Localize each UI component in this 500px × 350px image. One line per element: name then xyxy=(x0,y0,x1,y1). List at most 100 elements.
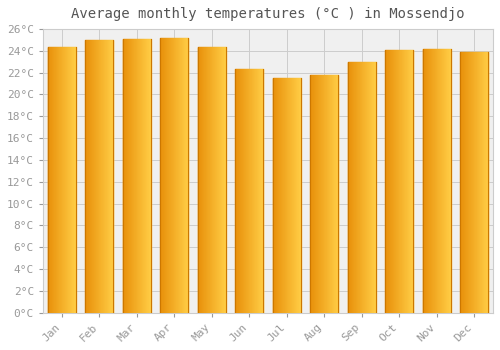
Bar xyxy=(474,52,475,313)
Bar xyxy=(112,40,114,313)
Bar xyxy=(319,75,320,313)
Bar xyxy=(314,75,316,313)
Bar xyxy=(187,38,188,313)
Bar xyxy=(125,39,126,313)
Bar xyxy=(389,50,390,313)
Bar xyxy=(316,75,317,313)
Bar xyxy=(407,50,408,313)
Bar xyxy=(408,50,409,313)
Bar xyxy=(90,40,91,313)
Bar xyxy=(239,69,240,313)
Bar xyxy=(163,38,164,313)
Bar xyxy=(94,40,96,313)
Bar xyxy=(468,52,469,313)
Bar xyxy=(355,62,356,313)
Bar xyxy=(202,47,203,313)
Bar xyxy=(247,69,248,313)
Bar xyxy=(91,40,92,313)
Bar xyxy=(427,49,428,313)
Bar xyxy=(262,69,263,313)
Bar xyxy=(431,49,432,313)
Bar xyxy=(65,47,66,313)
Bar xyxy=(460,52,461,313)
Bar xyxy=(396,50,397,313)
Bar xyxy=(100,40,101,313)
Bar xyxy=(411,50,412,313)
Bar xyxy=(182,38,183,313)
Bar xyxy=(367,62,368,313)
Bar xyxy=(51,47,52,313)
Bar xyxy=(52,47,54,313)
Bar xyxy=(127,39,128,313)
Bar xyxy=(349,62,350,313)
Bar xyxy=(73,47,74,313)
Bar xyxy=(201,47,202,313)
Bar xyxy=(243,69,244,313)
Bar xyxy=(436,49,437,313)
Bar xyxy=(251,69,252,313)
Bar xyxy=(466,52,467,313)
Bar xyxy=(283,78,284,313)
Bar xyxy=(253,69,254,313)
Bar xyxy=(295,78,296,313)
Bar xyxy=(205,47,206,313)
Bar xyxy=(318,75,319,313)
Bar xyxy=(276,78,277,313)
Bar xyxy=(130,39,131,313)
Bar xyxy=(132,39,133,313)
Bar xyxy=(444,49,445,313)
Bar xyxy=(102,40,103,313)
Bar xyxy=(324,75,325,313)
Bar xyxy=(366,62,367,313)
Bar xyxy=(72,47,73,313)
Bar xyxy=(248,69,250,313)
Bar xyxy=(55,47,56,313)
Bar xyxy=(409,50,410,313)
Bar xyxy=(446,49,447,313)
Bar xyxy=(282,78,283,313)
Bar xyxy=(425,49,426,313)
Bar xyxy=(471,52,472,313)
Bar xyxy=(142,39,143,313)
Bar xyxy=(461,52,462,313)
Bar xyxy=(167,38,168,313)
Bar xyxy=(430,49,431,313)
Bar xyxy=(437,49,438,313)
Bar xyxy=(445,49,446,313)
Bar xyxy=(272,78,274,313)
Bar xyxy=(482,52,484,313)
Bar xyxy=(238,69,239,313)
Bar xyxy=(472,52,473,313)
Bar xyxy=(370,62,371,313)
Bar xyxy=(432,49,433,313)
Bar xyxy=(413,50,414,313)
Bar xyxy=(75,47,76,313)
Bar xyxy=(145,39,146,313)
Bar xyxy=(200,47,201,313)
Bar xyxy=(300,78,301,313)
Bar xyxy=(140,39,141,313)
Bar xyxy=(224,47,226,313)
Bar xyxy=(322,75,323,313)
Bar xyxy=(290,78,292,313)
Bar xyxy=(87,40,88,313)
Bar xyxy=(221,47,222,313)
Bar xyxy=(359,62,360,313)
Bar xyxy=(429,49,430,313)
Bar xyxy=(138,39,139,313)
Bar xyxy=(352,62,353,313)
Bar xyxy=(310,75,311,313)
Bar xyxy=(180,38,181,313)
Bar xyxy=(183,38,184,313)
Bar xyxy=(363,62,364,313)
Bar xyxy=(332,75,334,313)
Bar xyxy=(368,62,369,313)
Bar xyxy=(258,69,259,313)
Bar xyxy=(48,47,49,313)
Bar xyxy=(464,52,466,313)
Bar xyxy=(199,47,200,313)
Bar xyxy=(168,38,169,313)
Bar xyxy=(136,39,138,313)
Bar xyxy=(69,47,70,313)
Bar xyxy=(373,62,374,313)
